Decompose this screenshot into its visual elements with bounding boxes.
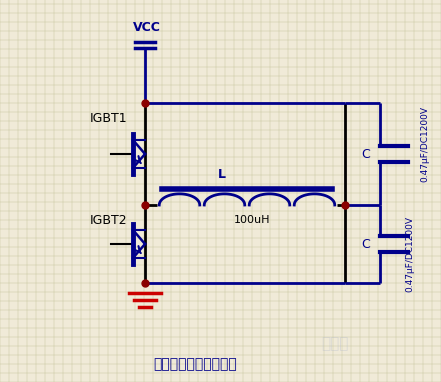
Text: 0.47μF/DC1200V: 0.47μF/DC1200V	[421, 106, 430, 182]
Text: 0.47μF/DC1200V: 0.47μF/DC1200V	[406, 216, 415, 292]
Text: 100uH: 100uH	[234, 215, 270, 225]
Text: C: C	[361, 238, 370, 251]
Text: C: C	[361, 147, 370, 160]
Text: 明月长: 明月长	[321, 337, 349, 351]
Text: 电磁炉半桥主电路结构: 电磁炉半桥主电路结构	[153, 357, 237, 371]
Text: IGBT1: IGBT1	[90, 112, 127, 125]
Text: L: L	[218, 168, 226, 181]
Text: VCC: VCC	[133, 21, 161, 34]
Text: IGBT2: IGBT2	[90, 214, 127, 227]
